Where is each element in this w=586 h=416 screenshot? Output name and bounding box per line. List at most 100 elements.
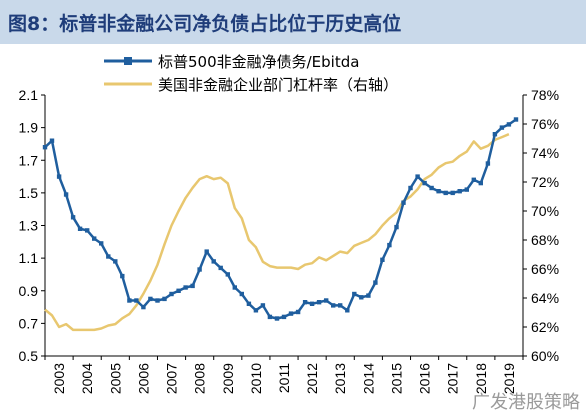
chart: 0.5 0.7 0.9 1.1 1.3 1.5 1.7 1.9 2.1 60% 62% 64% 66% 6… — [19, 53, 580, 413]
series-debt-ebitda-point — [309, 301, 315, 306]
watermark: 广发港股策略 — [472, 392, 580, 413]
y-right-tick-label: 70% — [531, 203, 559, 219]
series-debt-ebitda-point — [422, 180, 427, 186]
y-left-tick-label: 1.9 — [19, 120, 39, 136]
series-debt-ebitda-point — [211, 259, 216, 264]
legend-label-leverage: 美国非金融企业部门杠杆率（右轴） — [158, 76, 398, 94]
x-tick-label: 2017 — [445, 363, 461, 394]
x-tick-label: 2011 — [276, 363, 292, 393]
x-tick-label: 2013 — [332, 363, 348, 394]
series-debt-ebitda-point — [183, 285, 188, 290]
series-debt-ebitda-point — [443, 190, 448, 196]
x-tick-label: 2004 — [79, 363, 95, 394]
y-left-tick-label: 2.1 — [19, 87, 39, 103]
series-debt-ebitda-point — [148, 296, 153, 302]
series-debt-ebitda-point — [63, 192, 69, 197]
series-debt-ebitda-point — [387, 242, 392, 248]
series-debt-ebitda-point — [141, 304, 146, 310]
series-debt-ebitda-point — [85, 228, 90, 233]
x-tick-label: 2006 — [135, 363, 151, 394]
y-left-tick-label: 1.3 — [19, 218, 39, 234]
series-debt-ebitda-point — [274, 316, 280, 321]
series-debt-ebitda-point — [92, 236, 97, 241]
series-debt-ebitda-point — [506, 122, 512, 127]
x-tick-label: 2016 — [417, 363, 433, 394]
y-left-tick-label: 1.7 — [19, 152, 39, 168]
y-right-tick-label: 60% — [531, 348, 559, 364]
series-debt-ebitda-point — [239, 291, 244, 297]
y-right-tick-label: 74% — [531, 145, 559, 161]
series-debt-ebitda-point — [162, 296, 167, 302]
series-debt-ebitda-point — [478, 180, 483, 186]
series-debt-ebitda-point — [450, 190, 455, 196]
series-debt-ebitda-point — [513, 117, 519, 122]
series-leverage-line — [44, 133, 510, 332]
x-tick-label: 2003 — [51, 363, 67, 394]
series-debt-ebitda-point — [316, 300, 322, 305]
series-debt-ebitda-point — [246, 301, 252, 306]
series-debt-ebitda-point — [485, 161, 491, 166]
x-tick-label: 2019 — [501, 363, 517, 394]
series-debt-ebitda-point — [169, 291, 174, 297]
series-debt-ebitda-point — [345, 308, 350, 313]
x-tick-label: 2008 — [192, 363, 208, 394]
series-debt-ebitda-point — [359, 295, 364, 300]
series-debt-ebitda-point — [77, 226, 83, 231]
series-lines — [42, 117, 519, 332]
series-debt-ebitda-point — [338, 303, 343, 308]
series-debt-ebitda-point — [260, 303, 266, 308]
series-debt-ebitda-point — [288, 311, 294, 316]
series-debt-ebitda-point — [204, 249, 209, 254]
series-debt-ebitda-point — [401, 200, 406, 205]
series-debt-ebitda-point — [127, 298, 132, 303]
x-tick-label: 2007 — [164, 363, 180, 394]
y-right-tick-label: 76% — [531, 116, 559, 132]
x-tick-label: 2012 — [304, 363, 320, 394]
series-debt-ebitda-point — [253, 308, 259, 313]
series-debt-ebitda-line — [44, 118, 517, 320]
series-debt-ebitda-point — [225, 272, 230, 277]
y-left-tick-label: 1.5 — [19, 185, 39, 201]
series-debt-ebitda-point — [218, 265, 223, 271]
series-debt-ebitda-point — [471, 177, 476, 182]
series-debt-ebitda-point — [70, 215, 76, 220]
y-left-tick-label: 0.7 — [19, 315, 39, 331]
legend-marker-debt-ebitda — [124, 57, 132, 65]
y-left-tick-label: 0.9 — [19, 283, 39, 299]
series-debt-ebitda-point — [302, 300, 308, 305]
series-debt-ebitda-point — [120, 273, 125, 279]
legend-label-debt-ebitda: 标普500非金融净债务/Ebitda — [158, 53, 359, 71]
series-debt-ebitda-point — [99, 241, 104, 246]
series-debt-ebitda-point — [492, 132, 498, 137]
watermark-text: 广发港股策略 — [472, 392, 580, 413]
legend: 标普500非金融净债务/Ebitda 美国非金融企业部门杠杆率（右轴） — [104, 53, 398, 94]
series-debt-ebitda-point — [197, 267, 202, 272]
series-debt-ebitda-point — [324, 298, 329, 303]
series-debt-ebitda-point — [232, 285, 237, 290]
x-tick-label: 2005 — [107, 363, 123, 394]
series-debt-ebitda-point — [366, 293, 371, 298]
series-debt-ebitda-point — [352, 291, 357, 297]
series-debt-ebitda-point — [331, 303, 336, 308]
y-right-tick-label: 68% — [531, 232, 559, 248]
x-tick-label: 2014 — [360, 363, 376, 394]
series-debt-ebitda-point — [464, 187, 469, 192]
series-debt-ebitda-point — [380, 257, 385, 262]
x-tick-label: 2015 — [388, 363, 404, 394]
series-debt-ebitda-point — [373, 280, 378, 285]
series-debt-ebitda-point — [295, 309, 301, 315]
y-left-tick-label: 0.5 — [19, 348, 39, 364]
series-debt-ebitda-point — [499, 125, 505, 130]
series-debt-ebitda-point — [49, 138, 55, 143]
series-debt-ebitda-point — [429, 185, 434, 191]
series-debt-ebitda-point — [176, 288, 181, 293]
series-debt-ebitda-point — [155, 298, 160, 303]
title-bar: 图8：标普非金融公司净负债占比位于历史高位 — [0, 0, 586, 44]
series-debt-ebitda-point — [415, 174, 420, 179]
x-tick-label: 2010 — [248, 363, 264, 394]
y-right-tick-label: 62% — [531, 319, 559, 335]
series-debt-ebitda-point — [267, 314, 273, 320]
series-debt-ebitda-point — [42, 145, 48, 150]
series-debt-ebitda-point — [394, 224, 399, 230]
series-debt-ebitda-point — [113, 259, 118, 264]
